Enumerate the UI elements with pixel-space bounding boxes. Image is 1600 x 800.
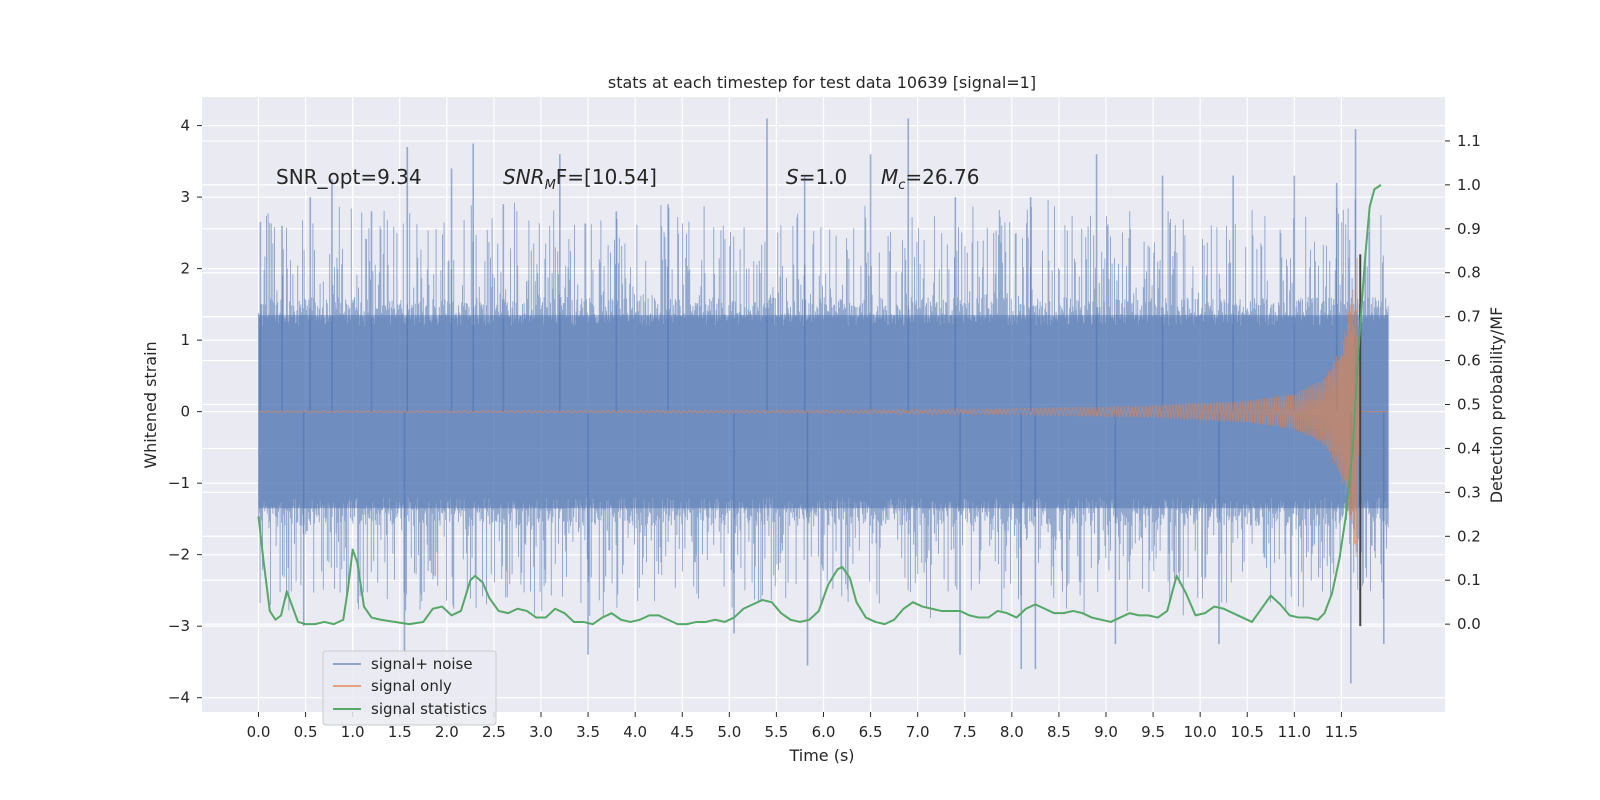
x-axis-label: Time (s) xyxy=(788,746,854,765)
yr-tick-label: 0.2 xyxy=(1457,527,1481,545)
legend-label-signal-only: signal only xyxy=(371,677,452,695)
x-tick-label: 5.0 xyxy=(717,723,741,741)
y-tick-label: 1 xyxy=(180,331,190,349)
x-tick-label: 6.5 xyxy=(859,723,883,741)
annotation-snr-mf-rest: F=[10.54] xyxy=(556,165,657,189)
yr-tick-label: 0.4 xyxy=(1457,439,1481,457)
x-tick-label: 8.0 xyxy=(1000,723,1024,741)
yr-tick-label: 0.7 xyxy=(1457,308,1481,326)
annotation-snr-opt: SNR_opt=9.34 xyxy=(276,165,422,189)
x-tick-label: 10.0 xyxy=(1183,723,1216,741)
yr-tick-label: 1.0 xyxy=(1457,176,1481,194)
x-tick-label: 4.5 xyxy=(670,723,694,741)
x-tick-label: 5.5 xyxy=(764,723,788,741)
y-tick-label: −3 xyxy=(168,617,190,635)
annotation-mc-value: =26.76 xyxy=(905,165,979,189)
yr-tick-label: 0.5 xyxy=(1457,396,1481,414)
x-tick-label: 10.5 xyxy=(1231,723,1264,741)
annotation-mc-label: M xyxy=(881,165,898,189)
y-axis-left-ticks: −4 −3 −2 −1 0 1 2 3 4 xyxy=(168,117,202,707)
legend-label-signal-statistics: signal statistics xyxy=(371,700,487,718)
x-tick-label: 6.0 xyxy=(812,723,836,741)
x-tick-label: 9.0 xyxy=(1094,723,1118,741)
x-axis-ticks: 0.0 0.5 1.0 1.5 2.0 2.5 3.0 3.5 4.0 4.5 5.0 5.5 6.0 6… xyxy=(247,712,1358,741)
annotation-snr-mf-label: SNR xyxy=(503,165,545,189)
yr-tick-label: 0.6 xyxy=(1457,352,1481,370)
yr-tick-label: 0.3 xyxy=(1457,483,1481,501)
x-tick-label: 3.5 xyxy=(576,723,600,741)
x-tick-label: 7.5 xyxy=(953,723,977,741)
x-tick-label: 0.0 xyxy=(247,723,271,741)
annotation-mc-sub: c xyxy=(898,178,905,193)
y-tick-label: −2 xyxy=(168,546,190,564)
series-signal-only xyxy=(258,257,1389,557)
y-tick-label: −4 xyxy=(168,689,190,707)
annotation-snr-mf-sub: M xyxy=(545,178,556,193)
y-tick-label: 0 xyxy=(180,403,190,421)
x-tick-label: 7.0 xyxy=(906,723,930,741)
y-tick-label: 4 xyxy=(180,117,190,135)
x-tick-label: 8.5 xyxy=(1047,723,1071,741)
statistics-line xyxy=(257,184,1382,626)
legend: signal+ noise signal only signal statist… xyxy=(322,650,497,726)
x-tick-label: 11.0 xyxy=(1278,723,1311,741)
annotation-s-label: S xyxy=(786,165,799,189)
legend-box xyxy=(322,650,497,726)
x-tick-label: 2.0 xyxy=(435,723,459,741)
x-tick-label: 3.0 xyxy=(529,723,553,741)
y-tick-label: 2 xyxy=(180,260,190,278)
y-axis-right-label: Detection probability/MF xyxy=(1487,307,1506,504)
chart-title: stats at each timestep for test data 106… xyxy=(608,73,1036,92)
yr-tick-label: 0.0 xyxy=(1457,615,1481,633)
yr-tick-label: 0.1 xyxy=(1457,571,1481,589)
yr-tick-label: 1.1 xyxy=(1457,132,1481,150)
legend-label-signal-noise: signal+ noise xyxy=(371,655,473,673)
x-tick-label: 1.5 xyxy=(388,723,412,741)
yr-tick-label: 0.9 xyxy=(1457,220,1481,238)
y-axis-label: Whitened strain xyxy=(141,341,160,468)
x-tick-label: 11.5 xyxy=(1325,723,1358,741)
x-tick-label: 0.5 xyxy=(294,723,318,741)
y-axis-right-ticks: 0.0 0.1 0.2 0.3 0.4 0.5 0.6 0.7 0.8 0.9 1.0 1.1 xyxy=(1445,132,1481,633)
x-tick-label: 1.0 xyxy=(341,723,365,741)
annotation-s-value: =1.0 xyxy=(799,165,848,189)
annotation-mc: Mc=26.76 xyxy=(881,165,979,193)
y-tick-label: 3 xyxy=(180,188,190,206)
signal-trace xyxy=(258,257,1389,557)
series-signal-statistics xyxy=(257,184,1382,626)
x-tick-label: 9.5 xyxy=(1141,723,1165,741)
annotation-snr-mf: SNRMF=[10.54] xyxy=(503,165,657,193)
yr-tick-label: 0.8 xyxy=(1457,264,1481,282)
annotation-s: S=1.0 xyxy=(786,165,847,189)
x-tick-label: 2.5 xyxy=(482,723,506,741)
x-tick-label: 4.0 xyxy=(623,723,647,741)
y-tick-label: −1 xyxy=(168,474,190,492)
